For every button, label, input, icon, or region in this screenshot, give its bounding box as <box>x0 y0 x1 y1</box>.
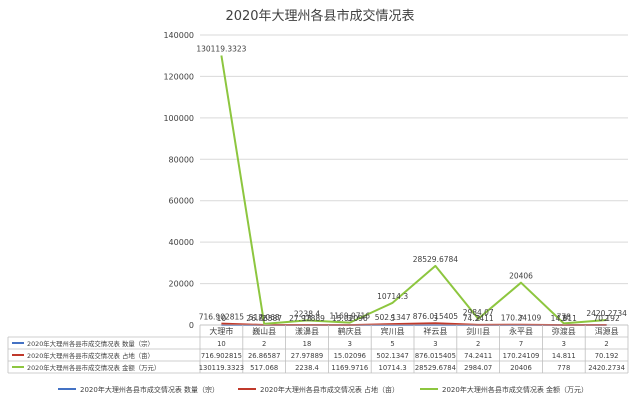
chart-title: 2020年大理州各县市成交情况表 <box>225 8 414 24</box>
table-cell: 15.02096 <box>334 352 366 360</box>
y-tick-label: 20000 <box>169 280 194 289</box>
table-cell: 3 <box>348 340 352 348</box>
table-cell: 502.1347 <box>376 352 408 360</box>
data-label: 74.2411 <box>463 314 494 323</box>
table-cell: 70.192 <box>595 352 619 360</box>
data-label: 18 <box>302 314 312 323</box>
data-label: 3 <box>433 314 438 323</box>
legend-label: 2020年大理州各县市成交情况表 占地（亩） <box>260 385 399 394</box>
data-labels: 10 2 18 3 5 3 2 7 3 2 716.902815 26.86587 27.97889 15… <box>196 44 627 323</box>
y-tick-label: 40000 <box>169 238 194 247</box>
y-tick-label: 120000 <box>163 72 194 81</box>
legend-label: 2020年大理州各县市成交情况表 数量（宗） <box>80 385 219 394</box>
y-axis: 0 20000 40000 60000 80000 100000 120000 140000 <box>163 31 194 330</box>
table-cell: 3 <box>562 340 566 348</box>
data-label: 14.811 <box>551 314 577 323</box>
table-cell: 876.015405 <box>415 352 456 360</box>
table-cell: 14.811 <box>552 352 576 360</box>
data-label: 517.068 <box>249 313 280 322</box>
table-cell: 2238.4 <box>295 364 319 372</box>
data-label: 3 <box>347 314 352 323</box>
gridlines <box>200 34 628 326</box>
table-cell: 2 <box>604 340 608 348</box>
data-table: 大理市 巍山县 漾濞县 鹤庆县 宾川县 祥云县 剑川县 永平县 弥渡县 洱源县 2020年大理州各县… <box>7 324 629 374</box>
category-label: 鹤庆县 <box>338 326 362 336</box>
table-cell: 2 <box>476 340 480 348</box>
data-label: 15.02096 <box>332 314 368 323</box>
category-label: 洱源县 <box>595 327 619 336</box>
table-cell: 2 <box>262 340 266 348</box>
legend-label: 2020年大理州各县市成交情况表 金额（万元） <box>442 385 588 394</box>
category-label: 宾川县 <box>381 326 405 336</box>
table-cell: 28529.6784 <box>415 364 456 372</box>
table-series-name: 2020年大理州各县市成交情况表 金额（万元） <box>27 363 160 372</box>
y-tick-label: 60000 <box>169 197 194 206</box>
y-tick-label: 100000 <box>163 114 194 123</box>
table-series-name: 2020年大理州各县市成交情况表 数量（宗） <box>27 339 154 348</box>
category-label: 祥云县 <box>423 326 447 336</box>
data-label: 2420.2734 <box>586 309 627 318</box>
category-label: 永平县 <box>509 326 533 336</box>
data-label: 1169.9716 <box>330 312 371 321</box>
data-label: 10714.3 <box>377 292 408 301</box>
table-cell: 778 <box>557 364 570 372</box>
data-label: 27.97889 <box>289 314 325 323</box>
data-label: 716.902815 <box>199 313 245 322</box>
data-label: 130119.3323 <box>196 44 246 53</box>
category-label: 大理市 <box>209 326 233 336</box>
table-cell: 3 <box>433 340 437 348</box>
data-label: 170.24109 <box>501 314 542 323</box>
table-series-name: 2020年大理州各县市成交情况表 占地（亩） <box>27 351 154 360</box>
table-cell: 18 <box>303 340 312 348</box>
table-cell: 10 <box>217 340 226 348</box>
data-label: 26.86587 <box>246 314 282 323</box>
category-label: 漾濞县 <box>295 326 319 336</box>
category-label: 弥渡县 <box>552 326 576 336</box>
table-cell: 716.902815 <box>201 352 242 360</box>
table-cell: 130119.3323 <box>199 364 244 372</box>
y-tick-label: 140000 <box>163 31 194 40</box>
category-label: 剑川县 <box>466 326 490 336</box>
table-cell: 1169.9716 <box>331 364 368 372</box>
data-label: 2 <box>476 314 481 323</box>
data-label: 502.1347 <box>375 313 411 322</box>
table-cell: 517.068 <box>250 364 278 372</box>
y-tick-label: 80000 <box>169 155 194 164</box>
category-label: 巍山县 <box>252 326 276 336</box>
table-cell: 27.97889 <box>291 352 323 360</box>
table-cell: 2984.07 <box>464 364 492 372</box>
table-cell: 170.24109 <box>503 352 540 360</box>
table-cell: 74.2411 <box>464 352 492 360</box>
series-line-3 <box>220 55 607 325</box>
data-label: 876.015405 <box>413 312 459 321</box>
table-cell: 5 <box>390 340 394 348</box>
data-label: 20406 <box>509 272 533 281</box>
table-cell: 7 <box>519 340 523 348</box>
y-tick-label: 0 <box>189 321 194 330</box>
data-label: 10 <box>217 314 227 323</box>
data-label: 70.192 <box>593 314 619 323</box>
table-cell: 2420.2734 <box>588 364 625 372</box>
data-label: 28529.6784 <box>413 255 459 264</box>
legend: 2020年大理州各县市成交情况表 数量（宗） 2020年大理州各县市成交情况表 占… <box>58 385 588 394</box>
table-cell: 20406 <box>510 364 532 372</box>
table-cell: 10714.3 <box>379 364 407 372</box>
data-label: 2 <box>262 314 267 323</box>
series-lines <box>220 55 607 326</box>
data-label: 7 <box>519 314 524 323</box>
data-label: 3 <box>561 314 566 323</box>
table-cell: 26.86587 <box>248 352 280 360</box>
data-label: 2984.07 <box>463 308 494 317</box>
data-label: 778 <box>557 312 572 321</box>
data-label: 2 <box>604 314 609 323</box>
data-label: 2238.4 <box>294 309 320 318</box>
data-label: 5 <box>390 314 395 323</box>
